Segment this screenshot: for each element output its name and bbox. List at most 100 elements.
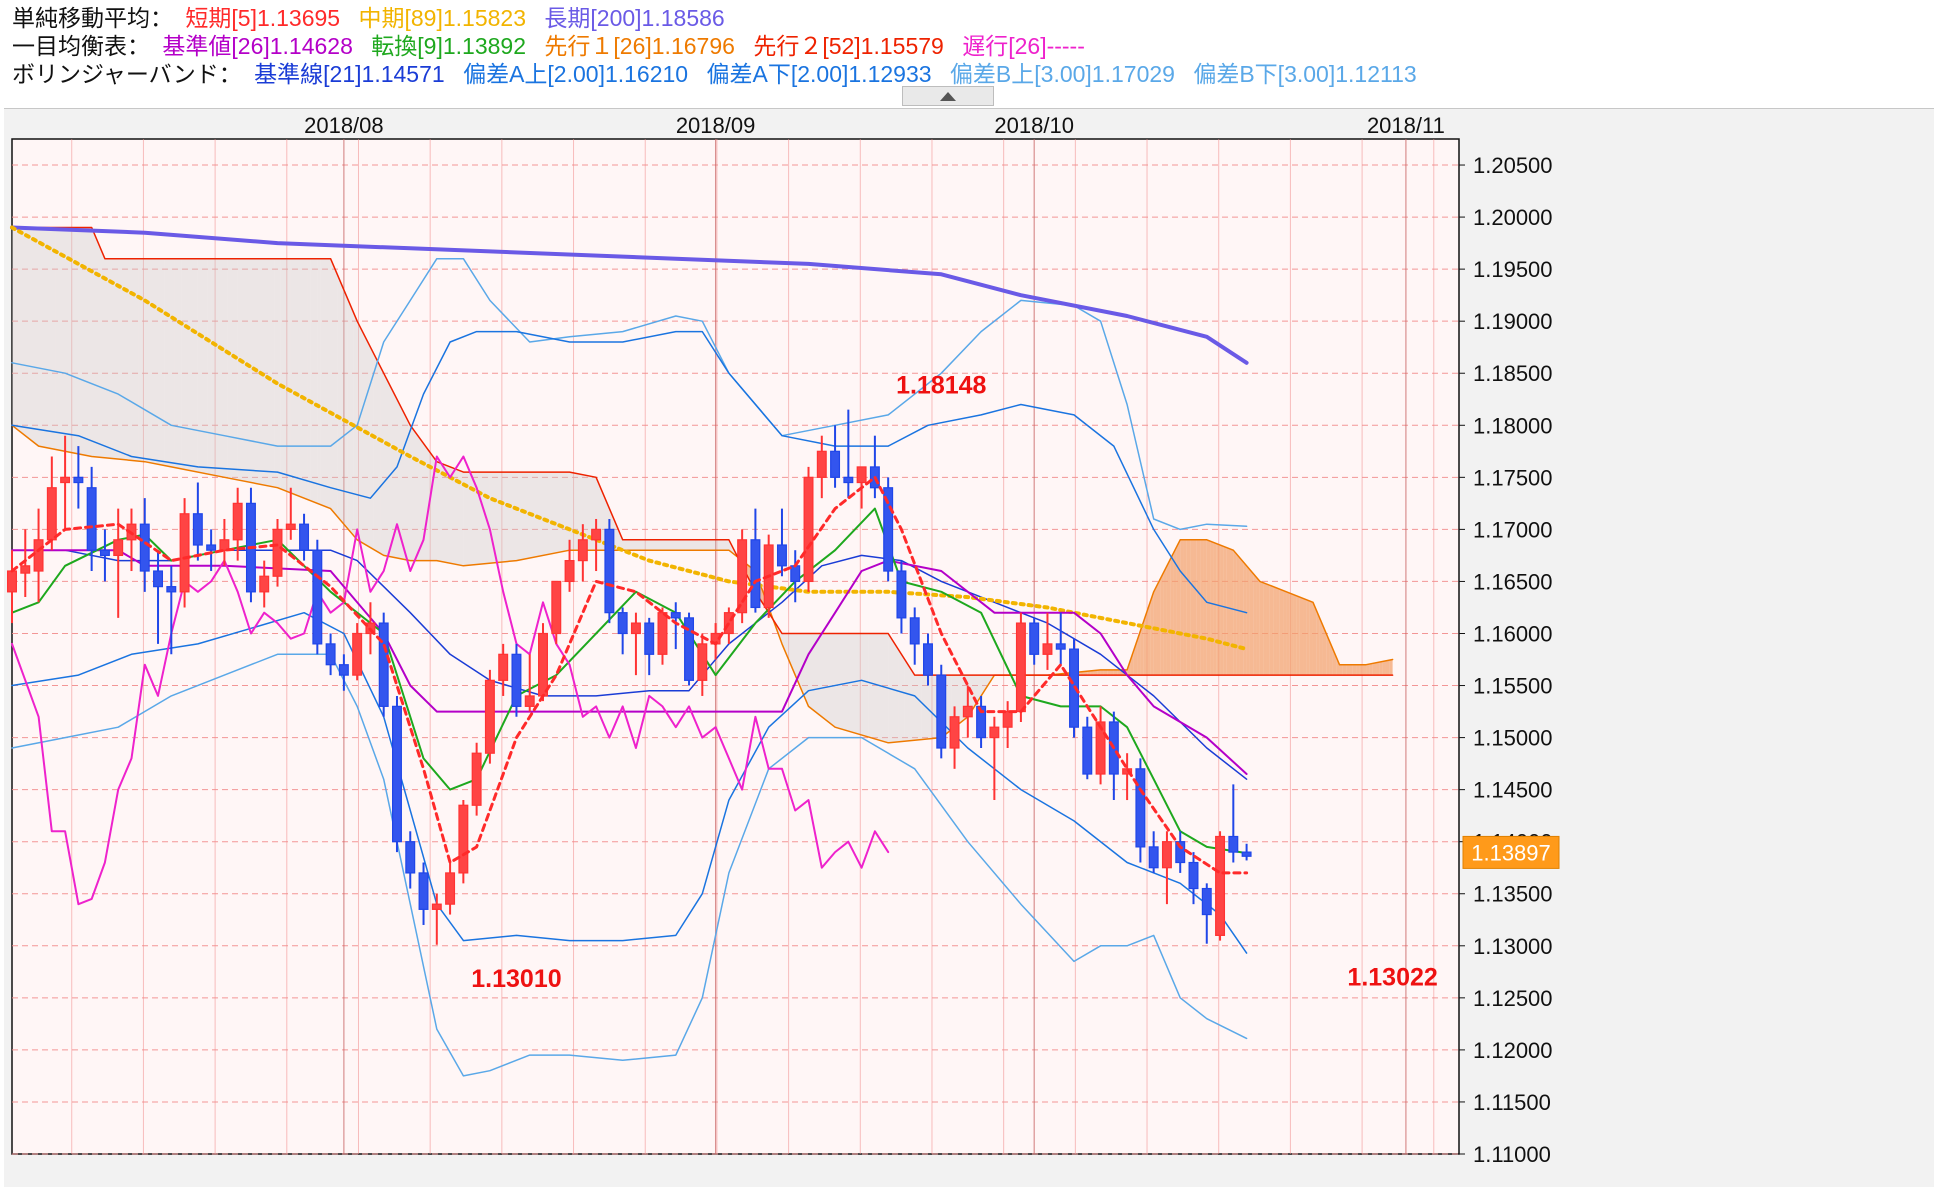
cloud-segment — [118, 259, 121, 460]
cloud-segment — [1300, 597, 1303, 675]
cloud-segment — [1107, 670, 1110, 675]
legend-bb-a-dn: 偏差A下[2.00]1.12933 — [707, 61, 932, 87]
candle-body — [605, 529, 614, 612]
cloud-segment — [855, 633, 858, 734]
candle-body — [897, 571, 906, 618]
cloud-segment — [1147, 602, 1150, 676]
candle-body — [817, 451, 826, 477]
cloud-segment — [45, 227, 48, 448]
cloud-segment — [95, 235, 98, 457]
cloud-segment — [82, 227, 85, 455]
cloud-segment — [918, 675, 921, 740]
cloud-segment — [1217, 544, 1220, 675]
cloud-segment — [178, 259, 181, 469]
cloud-segment — [626, 540, 629, 550]
cloud-segment — [1257, 578, 1260, 676]
cloud-segment — [410, 425, 413, 560]
cloud-segment — [1101, 670, 1104, 675]
cloud-segment — [570, 472, 573, 550]
cloud-segment — [516, 472, 519, 560]
candle-body — [963, 706, 972, 716]
cloud-segment — [19, 227, 22, 433]
candle-body — [313, 550, 322, 644]
candle-body — [61, 477, 70, 482]
price-annotation: 1.13010 — [471, 965, 561, 993]
cloud-segment — [510, 472, 513, 561]
cloud-segment — [241, 259, 244, 482]
cloud-segment — [911, 670, 914, 741]
cloud-segment — [470, 472, 473, 565]
cloud-segment — [1167, 559, 1170, 675]
cloud-segment — [214, 259, 217, 476]
candle-body — [1242, 852, 1251, 856]
cloud-segment — [1114, 670, 1117, 675]
cloud-segment — [696, 540, 699, 550]
cloud-segment — [908, 665, 911, 741]
cloud-segment — [523, 472, 526, 559]
x-tick-label: 2018/08 — [304, 113, 384, 138]
cloud-segment — [805, 633, 808, 706]
x-tick-label: 2018/09 — [676, 113, 756, 138]
cloud-segment — [1313, 602, 1316, 675]
candle — [804, 467, 813, 592]
cloud-segment — [1164, 566, 1167, 675]
cloud-segment — [1373, 663, 1376, 675]
cloud-segment — [1184, 540, 1187, 675]
candle — [486, 670, 495, 764]
cloud-segment — [374, 354, 377, 552]
candle — [379, 613, 388, 717]
candle-body — [632, 623, 641, 633]
legend-senkou-a: 先行１[26]1.16796 — [544, 33, 735, 59]
price-annotation: 1.18148 — [896, 372, 986, 400]
price-annotation: 1.13022 — [1347, 964, 1437, 992]
cloud-segment — [1286, 592, 1289, 675]
cloud-segment — [1170, 553, 1173, 675]
x-tick-label: 2018/10 — [994, 113, 1074, 138]
y-tick-label: 1.16500 — [1473, 569, 1553, 594]
cloud-segment — [1213, 542, 1216, 675]
cloud-segment — [221, 259, 224, 478]
y-tick-label: 1.15500 — [1473, 674, 1553, 699]
cloud-segment — [78, 227, 81, 454]
cloud-segment — [1296, 596, 1299, 675]
cloud-segment — [450, 467, 453, 564]
candle-body — [339, 665, 348, 675]
cloud-segment — [294, 259, 297, 496]
cloud-segment — [550, 472, 553, 554]
cloud-segment — [1270, 585, 1273, 675]
cloud-segment — [211, 259, 214, 476]
collapse-legend-button[interactable] — [902, 86, 994, 106]
cloud-segment — [281, 259, 284, 491]
cloud-segment — [278, 259, 281, 489]
cloud-segment — [672, 540, 675, 550]
cloud-segment — [191, 259, 194, 472]
candle-body — [804, 477, 813, 581]
cloud-segment — [171, 259, 174, 468]
cloud-segment — [234, 259, 237, 480]
current-price-label: 1.13897 — [1471, 840, 1551, 865]
y-tick-label: 1.20000 — [1473, 205, 1553, 230]
cloud-segment — [1193, 540, 1196, 675]
cloud-segment — [1180, 540, 1183, 675]
candle-body — [486, 680, 495, 753]
cloud-segment — [274, 259, 277, 488]
cloud-segment — [311, 259, 314, 502]
candle-body — [552, 581, 561, 633]
cloud-segment — [105, 259, 108, 458]
cloud-segment — [301, 259, 304, 498]
cloud-segment — [155, 259, 158, 465]
cloud-segment — [656, 540, 659, 550]
cloud-segment — [351, 306, 354, 536]
y-tick-label: 1.17000 — [1473, 517, 1553, 542]
candle-body — [937, 675, 946, 748]
cloud-segment — [380, 367, 383, 556]
candle — [512, 644, 521, 717]
candle-body — [34, 540, 43, 571]
cloud-segment — [1200, 540, 1203, 675]
cloud-segment — [440, 463, 443, 562]
cloud-segment — [1230, 549, 1233, 675]
candle — [247, 488, 256, 603]
candle-body — [446, 873, 455, 904]
